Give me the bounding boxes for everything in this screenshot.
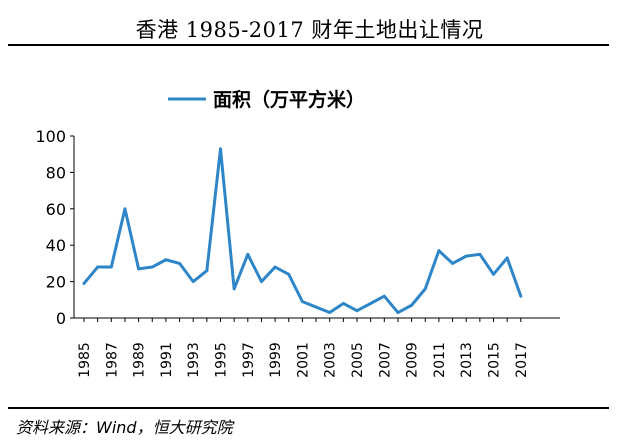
data-point xyxy=(410,303,413,307)
data-point xyxy=(464,254,468,258)
y-tick-label: 100 xyxy=(35,127,66,146)
x-tick-label: 1995 xyxy=(214,342,230,378)
x-tick-label: 1999 xyxy=(268,342,284,378)
source-note: 资料来源：Wind，恒大研究院 xyxy=(16,418,233,437)
x-tick-label: 2003 xyxy=(323,342,339,378)
x-tick-label: 1993 xyxy=(186,342,202,378)
chart-legend: 面积（万平方米） xyxy=(168,88,365,111)
x-tick-label: 2007 xyxy=(377,342,393,378)
bottom-divider xyxy=(8,407,609,409)
x-tick-label: 2015 xyxy=(487,342,503,378)
data-point xyxy=(232,287,236,291)
legend-label: 面积（万平方米） xyxy=(213,88,365,111)
data-point xyxy=(437,249,441,253)
data-point xyxy=(451,262,454,265)
data-point xyxy=(150,265,154,269)
data-point xyxy=(519,294,523,298)
data-point xyxy=(82,282,86,285)
data-point xyxy=(369,302,373,305)
data-point xyxy=(219,147,222,151)
data-point xyxy=(287,272,291,276)
y-axis-ticks: 0 20 40 60 80 100 xyxy=(35,127,74,328)
x-tick-label: 2011 xyxy=(432,342,448,378)
data-point xyxy=(109,265,113,269)
data-point xyxy=(178,262,181,265)
data-point xyxy=(137,267,141,271)
data-point xyxy=(382,294,386,298)
data-point xyxy=(328,311,332,314)
x-tick-label: 1991 xyxy=(159,342,175,378)
data-point xyxy=(191,280,195,283)
x-axis-ticks: 1985 1987 1989 1991 1993 1995 1997 1999 2001 2003… xyxy=(77,318,530,378)
data-point xyxy=(396,311,400,314)
x-tick-label: 2017 xyxy=(514,342,530,378)
data-point xyxy=(260,280,263,283)
data-point xyxy=(423,287,427,291)
data-point xyxy=(205,269,209,273)
data-point xyxy=(492,272,495,276)
x-tick-label: 2001 xyxy=(295,342,311,378)
data-point xyxy=(505,256,509,260)
data-point xyxy=(355,309,359,313)
x-tick-label: 1985 xyxy=(77,342,93,378)
data-point xyxy=(341,302,345,305)
x-tick-label: 1987 xyxy=(104,342,120,378)
data-point xyxy=(478,252,482,256)
chart-axes xyxy=(73,136,560,319)
series-group xyxy=(82,147,523,315)
y-tick-label: 20 xyxy=(46,273,66,292)
data-point xyxy=(96,265,100,269)
data-point xyxy=(164,258,168,262)
y-tick-label: 0 xyxy=(56,309,66,328)
data-point xyxy=(123,207,127,211)
series-line xyxy=(82,147,523,315)
top-divider xyxy=(8,44,609,46)
data-point xyxy=(314,305,318,309)
x-tick-label: 2009 xyxy=(405,342,421,378)
x-tick-label: 2005 xyxy=(350,342,366,378)
y-tick-label: 80 xyxy=(46,163,66,182)
data-point xyxy=(246,252,250,256)
data-point xyxy=(301,300,304,304)
x-tick-label: 2013 xyxy=(459,342,475,378)
y-tick-label: 40 xyxy=(46,236,66,255)
data-point xyxy=(273,265,277,269)
page-title: 香港 1985-2017 财年土地出让情况 xyxy=(135,18,484,42)
y-tick-label: 60 xyxy=(46,200,66,219)
x-tick-label: 1997 xyxy=(241,342,257,378)
x-tick-label: 1989 xyxy=(132,342,148,378)
